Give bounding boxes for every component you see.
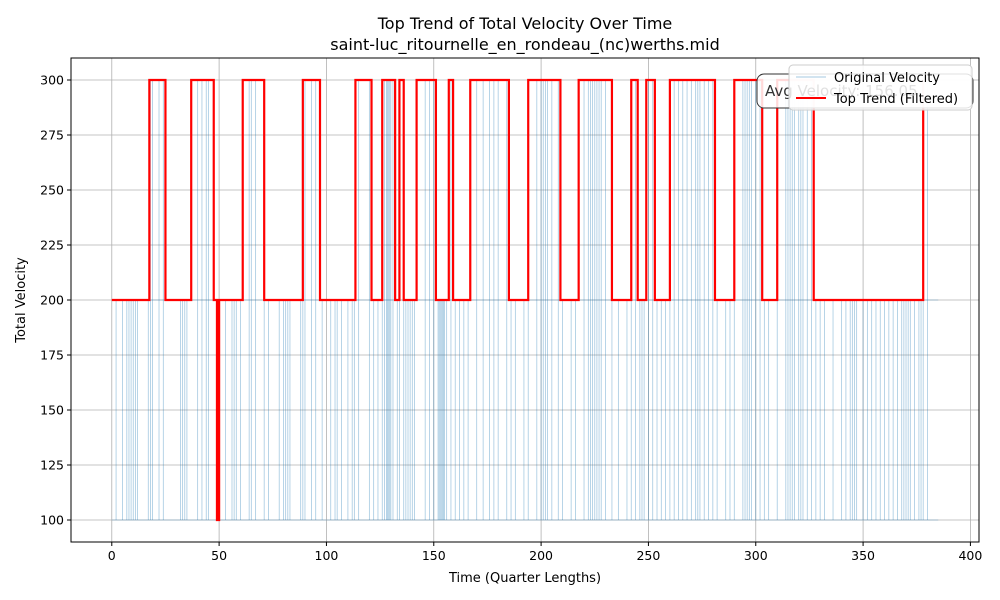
x-tick-label: 350 xyxy=(851,548,875,563)
chart-title: Top Trend of Total Velocity Over Time xyxy=(377,14,673,33)
x-axis-ticks: 0 50 100 150 200 250 300 350 400 xyxy=(108,542,982,563)
y-tick-label: 225 xyxy=(40,238,64,253)
legend-label-trend: Top Trend (Filtered) xyxy=(833,92,958,107)
series-top-trend xyxy=(111,78,925,522)
y-tick-label: 125 xyxy=(40,458,64,473)
x-tick-label: 100 xyxy=(315,548,339,563)
x-tick-label: 0 xyxy=(108,548,116,563)
y-axis-label: Total Velocity xyxy=(14,257,29,344)
y-tick-label: 250 xyxy=(40,183,64,198)
y-tick-label: 275 xyxy=(40,128,64,143)
x-tick-label: 400 xyxy=(958,548,982,563)
x-tick-label: 50 xyxy=(211,548,227,563)
x-tick-label: 300 xyxy=(744,548,768,563)
x-tick-label: 200 xyxy=(529,548,553,563)
x-axis-label: Time (Quarter Lengths) xyxy=(448,571,601,586)
y-tick-label: 150 xyxy=(40,403,64,418)
legend-label-original: Original Velocity xyxy=(834,71,940,86)
top-trend-line xyxy=(111,78,925,522)
series-original-velocity xyxy=(111,80,939,521)
chart-subtitle: saint-luc_ritournelle_en_rondeau_(nc)wer… xyxy=(330,35,719,55)
y-tick-label: 100 xyxy=(40,513,64,528)
y-tick-label: 175 xyxy=(40,348,64,363)
y-tick-label: 300 xyxy=(40,73,64,88)
y-tick-label: 200 xyxy=(40,293,64,308)
legend: Original Velocity Top Trend (Filtered) xyxy=(788,64,973,111)
x-tick-label: 250 xyxy=(636,548,660,563)
x-tick-label: 150 xyxy=(422,548,446,563)
y-axis-ticks: 100 125 150 175 200 225 250 275 300 xyxy=(40,73,71,528)
